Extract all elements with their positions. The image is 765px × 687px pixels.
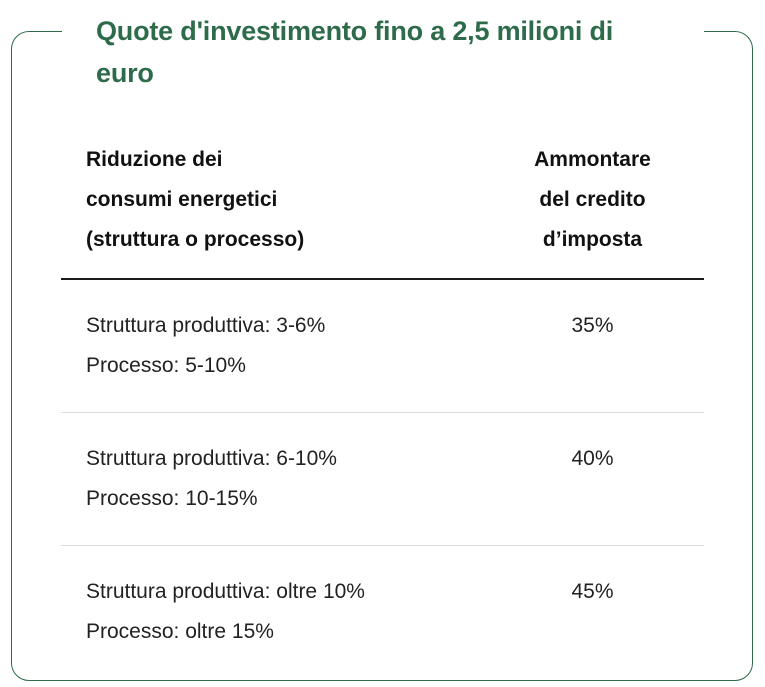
struttura-value: Struttura produttiva: oltre 10% bbox=[86, 580, 365, 603]
header-tax-credit-amount: Ammontare del credito d’imposta bbox=[534, 148, 651, 251]
table-row: Struttura produttiva: 3-6% Processo: 5-1… bbox=[61, 280, 704, 413]
credit-value: 35% bbox=[571, 314, 614, 337]
processo-value: Processo: oltre 15% bbox=[86, 620, 274, 643]
processo-value: Processo: 5-10% bbox=[86, 354, 246, 377]
reduction-cell: Struttura produttiva: 6-10% Processo: 10… bbox=[61, 439, 481, 519]
reduction-cell: Struttura produttiva: oltre 10% Processo… bbox=[61, 572, 481, 652]
table-header: Riduzione dei consumi energetici (strutt… bbox=[61, 140, 704, 280]
processo-value: Processo: 10-15% bbox=[86, 487, 258, 510]
card-title-wrap: Quote d'investimento fino a 2,5 milioni … bbox=[62, 10, 704, 94]
reduction-cell: Struttura produttiva: 3-6% Processo: 5-1… bbox=[61, 306, 481, 386]
credit-value: 45% bbox=[571, 580, 614, 603]
header-energy-reduction: Riduzione dei consumi energetici (strutt… bbox=[86, 148, 305, 251]
table-row: Struttura produttiva: 6-10% Processo: 10… bbox=[61, 413, 704, 546]
credit-value: 40% bbox=[571, 447, 614, 470]
struttura-value: Struttura produttiva: 3-6% bbox=[86, 314, 326, 337]
card-title: Quote d'investimento fino a 2,5 milioni … bbox=[96, 16, 614, 88]
tax-credit-table: Riduzione dei consumi energetici (strutt… bbox=[61, 140, 704, 678]
table-row: Struttura produttiva: oltre 10% Processo… bbox=[61, 546, 704, 678]
struttura-value: Struttura produttiva: 6-10% bbox=[86, 447, 337, 470]
